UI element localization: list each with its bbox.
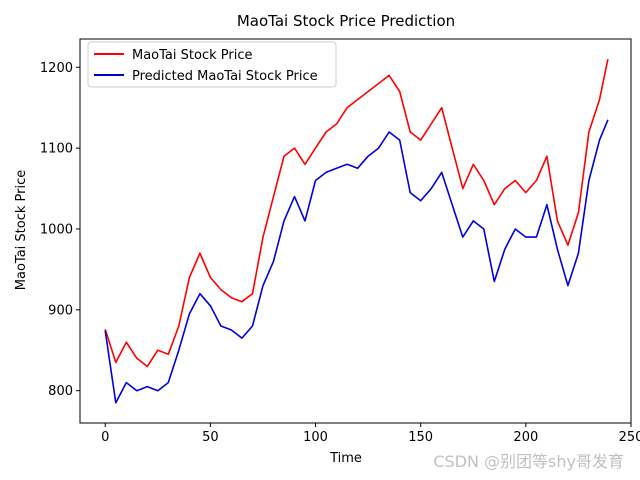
chart-title: MaoTai Stock Price Prediction [237, 12, 455, 30]
x-axis-ticks: 0 50 100 150 200 250 [101, 423, 640, 445]
y-tick-label: 1000 [40, 222, 73, 237]
series-line-predicted [104, 119, 609, 404]
series-layer [104, 59, 609, 404]
y-tick-label: 1200 [40, 61, 73, 76]
x-tick-label: 50 [202, 430, 219, 445]
x-tick-label: 150 [408, 430, 433, 445]
plot-frame [79, 38, 632, 424]
legend-box [87, 41, 337, 88]
watermark-text: CSDN @别团等shy哥发育 [433, 452, 624, 471]
y-tick-label: 800 [48, 384, 73, 399]
y-tick-label: 1100 [40, 142, 73, 157]
x-axis-label: Time [329, 451, 362, 466]
y-tick-label: 900 [48, 303, 73, 318]
plot-area: 0 50 100 150 200 250 800 900 1000 1100 1200 [40, 38, 640, 445]
x-tick-label: 200 [513, 430, 538, 445]
y-axis-ticks: 800 900 1000 1100 1200 [40, 61, 80, 399]
x-tick-label: 100 [303, 430, 328, 445]
series-line-actual [104, 59, 609, 368]
legend-label-predicted: Predicted MaoTai Stock Price [132, 69, 318, 84]
legend: MaoTai Stock Price Predicted MaoTai Stoc… [87, 41, 337, 88]
y-axis-label: MaoTai Stock Price [14, 170, 29, 290]
legend-label-actual: MaoTai Stock Price [132, 48, 252, 63]
x-tick-label: 250 [619, 430, 640, 445]
x-tick-label: 0 [101, 430, 109, 445]
